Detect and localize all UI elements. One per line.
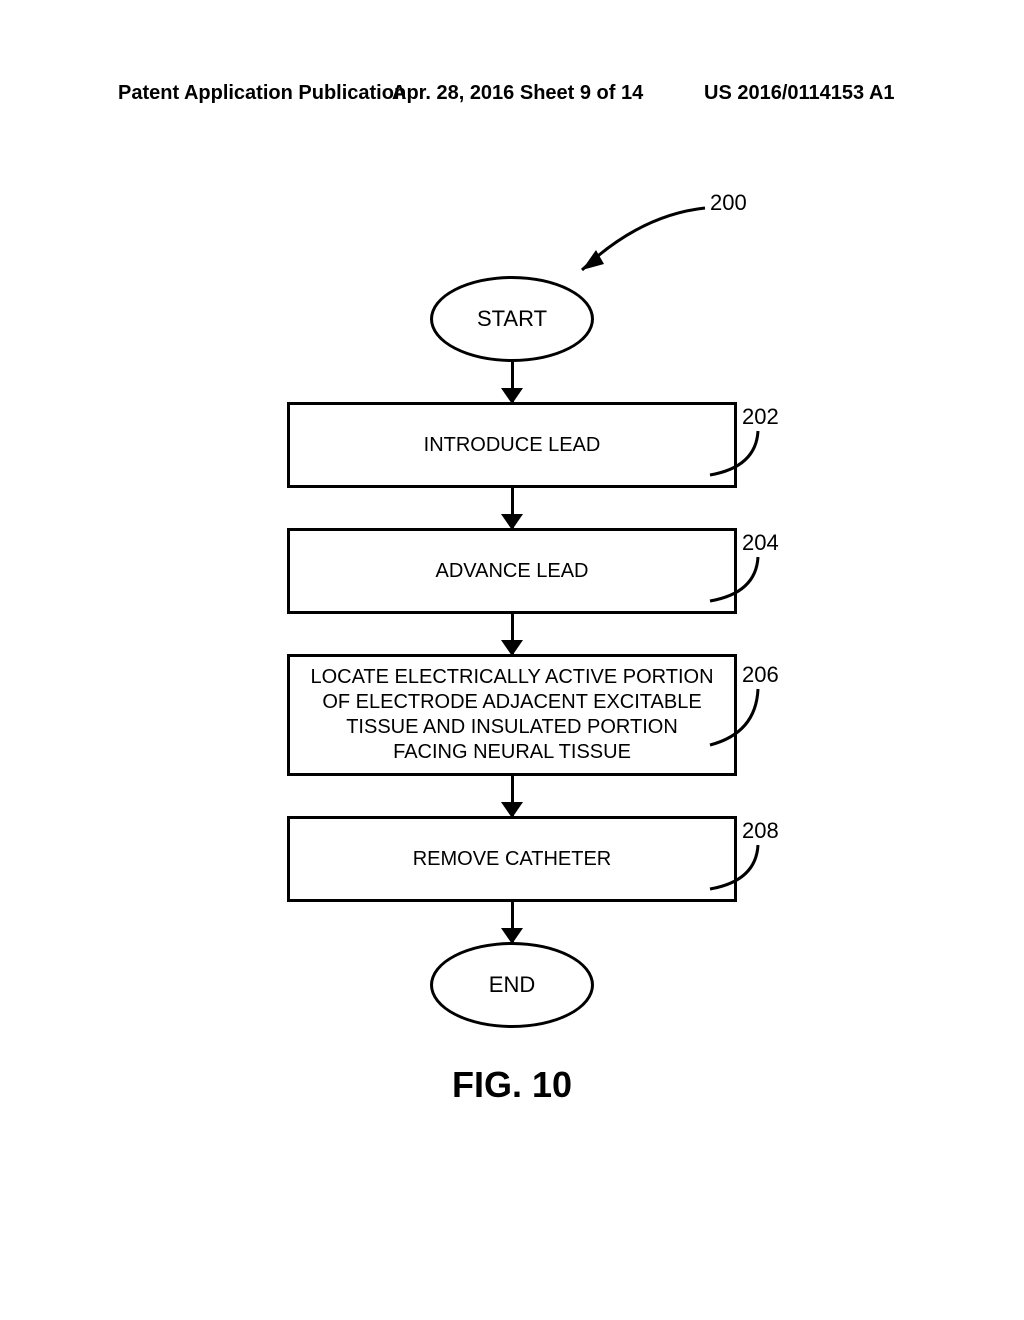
step-206-text: LOCATE ELECTRICALLY ACTIVE PORTION OF EL… xyxy=(308,665,716,765)
callout-206: 206 xyxy=(690,675,810,735)
ref-200-pointer: 200 xyxy=(560,200,760,280)
ref-202-label: 202 xyxy=(742,403,779,431)
end-label: END xyxy=(489,972,535,998)
step-208-text: REMOVE CATHETER xyxy=(413,847,612,872)
end-node: END xyxy=(430,942,594,1028)
callout-208: 208 xyxy=(690,831,810,891)
callout-204: 204 xyxy=(690,543,810,603)
ref-200-label: 200 xyxy=(710,190,747,216)
start-label: START xyxy=(477,306,547,332)
arrow-202-to-204 xyxy=(511,488,514,528)
arrow-208-to-end xyxy=(511,902,514,942)
ref-204-label: 204 xyxy=(742,529,779,557)
ref-208-label: 208 xyxy=(742,817,779,845)
step-202-text: INTRODUCE LEAD xyxy=(424,433,601,458)
step-208-box: REMOVE CATHETER 208 xyxy=(287,816,737,902)
flowchart-container: 200 START INTRODUCE LEAD 202 ADVANCE LEA… xyxy=(0,200,1024,1106)
step-204-text: ADVANCE LEAD xyxy=(435,559,588,584)
step-206-box: LOCATE ELECTRICALLY ACTIVE PORTION OF EL… xyxy=(287,654,737,776)
figure-caption: FIG. 10 xyxy=(452,1064,572,1106)
header-date-sheet: Apr. 28, 2016 Sheet 9 of 14 xyxy=(392,82,643,105)
ref-206-label: 206 xyxy=(742,661,779,689)
arrow-204-to-206 xyxy=(511,614,514,654)
header-publication: Patent Application Publication xyxy=(118,82,406,105)
start-node: START xyxy=(430,276,594,362)
flowchart-stack: START INTRODUCE LEAD 202 ADVANCE LEAD 20… xyxy=(0,276,1024,1106)
arrow-206-to-208 xyxy=(511,776,514,816)
header-doc-number: US 2016/0114153 A1 xyxy=(704,82,895,105)
callout-202: 202 xyxy=(690,417,810,477)
step-202-box: INTRODUCE LEAD 202 xyxy=(287,402,737,488)
arrow-start-to-202 xyxy=(511,362,514,402)
step-204-box: ADVANCE LEAD 204 xyxy=(287,528,737,614)
